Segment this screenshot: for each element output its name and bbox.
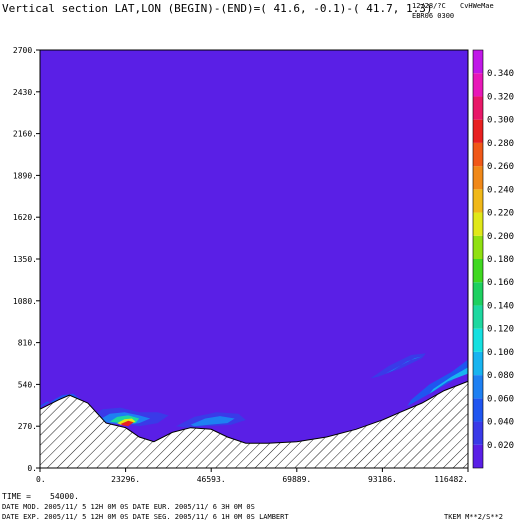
x-tick-label: 93186. bbox=[368, 475, 397, 484]
terrain-hatch bbox=[40, 380, 468, 468]
contour-region bbox=[429, 367, 468, 394]
contour-region bbox=[407, 359, 468, 407]
colorbar-swatch bbox=[473, 96, 483, 120]
y-tick-label: 540. bbox=[18, 380, 37, 389]
contour-region bbox=[120, 420, 134, 427]
x-tick-label: 116482. bbox=[434, 475, 468, 484]
field-background bbox=[40, 50, 468, 468]
run-code: EBR06 0300 bbox=[412, 12, 455, 20]
y-tick-label: 2700. bbox=[13, 46, 37, 55]
contour-region bbox=[190, 416, 235, 427]
variable-label: TKEM M**2/S**2 bbox=[444, 513, 504, 521]
colorbar-label: 0.020 bbox=[487, 441, 514, 451]
time-label: TIME = bbox=[2, 492, 31, 501]
colorbar-swatch bbox=[473, 189, 483, 213]
y-tick-label: 2160. bbox=[13, 130, 37, 139]
x-tick-label: 0. bbox=[36, 475, 46, 484]
axes: 0. 270. 540. 810. 1080. 1350. 1620. 1890. 2160. 2… bbox=[13, 46, 469, 484]
colorbar-label: 0.140 bbox=[487, 301, 514, 311]
y-tick-label: 0. bbox=[27, 464, 37, 473]
chart-title: Vertical section LAT,LON (BEGIN)-(END)=(… bbox=[2, 2, 433, 15]
colorbar-swatch bbox=[473, 142, 483, 167]
colorbar-label: 0.100 bbox=[487, 348, 514, 358]
colorbar-swatch bbox=[473, 259, 483, 283]
colorbar-swatch bbox=[473, 235, 483, 259]
colorbar-label: 0.320 bbox=[487, 92, 514, 102]
y-tick-label: 1350. bbox=[13, 255, 37, 264]
x-tick-label: 46593. bbox=[197, 475, 226, 484]
colorbar-swatch bbox=[473, 282, 483, 306]
y-tick-label: 810. bbox=[18, 339, 37, 348]
colorbar-swatch bbox=[473, 119, 483, 143]
colorbar-label: 0.120 bbox=[487, 325, 514, 335]
colorbar-swatch bbox=[473, 398, 483, 422]
y-tick-label: 1080. bbox=[13, 297, 37, 306]
colorbar-label: 0.340 bbox=[487, 69, 514, 79]
model-code: CvHWeMae bbox=[460, 2, 494, 10]
colorbar-swatch bbox=[473, 73, 483, 97]
colorbar-swatch bbox=[473, 305, 483, 329]
colorbar-swatch bbox=[473, 328, 483, 352]
x-tick-label: 69889. bbox=[282, 475, 311, 484]
y-tick-label: 270. bbox=[18, 422, 37, 431]
colorbar-swatch bbox=[473, 50, 483, 74]
colorbar-label: 0.200 bbox=[487, 232, 514, 242]
y-tick-label: 2430. bbox=[13, 88, 37, 97]
date-line-2: DATE EXP. 2005/11/ 5 12H 0M 0S DATE SEG.… bbox=[2, 513, 289, 521]
colorbar: 0.020 0.040 0.060 0.080 0.100 0.120 0.140 0.160… bbox=[472, 49, 514, 469]
y-tick-label: 1620. bbox=[13, 213, 37, 222]
plot-area bbox=[40, 50, 468, 468]
colorbar-label: 0.180 bbox=[487, 255, 514, 265]
contour-region bbox=[385, 356, 423, 374]
colorbar-label: 0.040 bbox=[487, 418, 514, 428]
colorbar-label: 0.160 bbox=[487, 278, 514, 288]
colorbar-frame bbox=[472, 49, 484, 469]
date-code: 12/28/?C bbox=[412, 2, 446, 10]
colorbar-swatch bbox=[473, 351, 483, 376]
colorbar-label: 0.280 bbox=[487, 139, 514, 149]
colorbar-label: 0.240 bbox=[487, 185, 514, 195]
colorbar-label: 0.300 bbox=[487, 116, 514, 126]
date-line-1: DATE MOD. 2005/11/ 5 12H 0M 0S DATE EUR.… bbox=[2, 503, 255, 511]
y-tick-label: 1890. bbox=[13, 171, 37, 180]
colorbar-swatch bbox=[473, 166, 483, 190]
colorbar-swatch bbox=[473, 212, 483, 236]
colorbar-swatch bbox=[473, 375, 483, 399]
colorbar-label: 0.260 bbox=[487, 162, 514, 172]
colorbar-label: 0.060 bbox=[487, 394, 514, 404]
colorbar-label: 0.080 bbox=[487, 371, 514, 381]
colorbar-swatch bbox=[473, 421, 483, 445]
time-value: 54000. bbox=[50, 492, 79, 501]
colorbar-swatch bbox=[473, 444, 483, 468]
colorbar-label: 0.220 bbox=[487, 209, 514, 219]
x-tick-label: 23296. bbox=[111, 475, 140, 484]
